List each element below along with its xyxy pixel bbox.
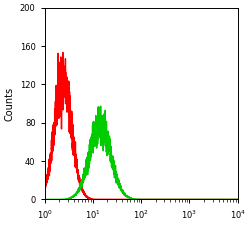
Y-axis label: Counts: Counts xyxy=(4,86,14,121)
